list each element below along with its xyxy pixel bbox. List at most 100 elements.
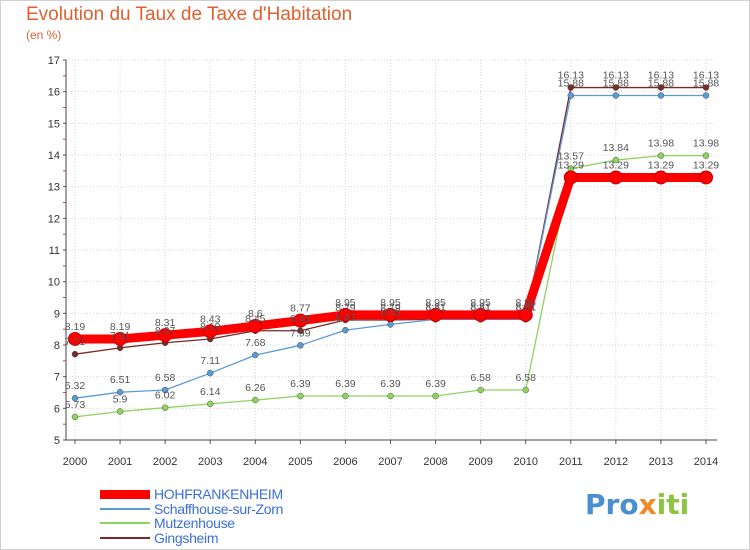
data-point <box>612 156 620 164</box>
data-point <box>383 307 398 322</box>
y-tick-label: 14 <box>48 150 60 162</box>
data-label: 6.39 <box>380 378 401 390</box>
data-point <box>161 404 169 411</box>
data-point <box>612 84 620 91</box>
data-label: 8.45 <box>245 313 266 325</box>
data-label: 8.95 <box>425 297 446 309</box>
x-tick-label: 2003 <box>198 456 222 468</box>
data-label: 6.58 <box>515 372 536 384</box>
data-label: 16.13 <box>648 70 674 82</box>
data-label: 7.68 <box>245 337 266 349</box>
y-tick-label: 16 <box>48 87 60 99</box>
logo-part-1: Pro <box>585 488 639 521</box>
data-label: 8.65 <box>380 306 401 318</box>
data-label: 16.13 <box>603 70 629 82</box>
data-label: 8.81 <box>425 301 446 313</box>
data-label: 8.31 <box>155 317 176 329</box>
data-point <box>428 307 443 322</box>
data-point <box>567 84 574 91</box>
data-label: 6.39 <box>335 378 356 390</box>
x-tick-label: 2001 <box>108 456 132 468</box>
data-point <box>342 326 349 334</box>
x-tick-label: 2004 <box>243 456 267 468</box>
legend-label: Mutzenhouse <box>154 515 235 532</box>
chart-subtitle: (en %) <box>26 28 62 42</box>
x-tick-label: 2013 <box>649 456 673 468</box>
data-label: 8.81 <box>470 301 491 313</box>
series-layer <box>68 84 713 421</box>
y-tick-label: 12 <box>48 213 60 225</box>
x-tick-label: 2011 <box>559 456 583 468</box>
data-point <box>207 400 214 408</box>
x-tick-label: 2014 <box>694 456 718 468</box>
data-point <box>342 392 349 400</box>
data-label: 7.91 <box>110 330 131 342</box>
data-point <box>248 319 263 333</box>
data-label: 6.14 <box>200 386 221 398</box>
legend-item: Schaffhouse-sur-Zorn <box>100 500 284 517</box>
data-point <box>473 307 488 322</box>
x-tick-label: 2005 <box>288 456 312 468</box>
data-label: 13.98 <box>648 138 674 150</box>
y-tick-label: 6 <box>54 403 60 415</box>
data-label: 8.81 <box>515 301 536 313</box>
data-point <box>71 413 79 421</box>
data-label: 15.88 <box>558 77 584 89</box>
legend-swatch <box>100 489 150 499</box>
data-label: 5.9 <box>113 394 128 406</box>
data-label: 8.81 <box>470 301 491 313</box>
chart-title: Evolution du Taux de Taxe d'Habitation <box>26 4 353 25</box>
y-tick-label: 9 <box>54 308 60 320</box>
data-label: 8.07 <box>155 325 176 337</box>
data-label: 8.19 <box>65 321 86 333</box>
y-tick-label: 8 <box>54 340 60 352</box>
y-tick-label: 17 <box>48 55 60 67</box>
data-point <box>338 307 353 322</box>
data-label: 13.84 <box>603 142 629 154</box>
data-label: 8.79 <box>335 302 356 314</box>
data-label: 5.73 <box>65 399 86 411</box>
data-point <box>71 350 79 358</box>
x-tick-label: 2006 <box>333 456 357 468</box>
x-tick-label: 2002 <box>153 456 177 468</box>
data-point <box>116 408 124 415</box>
data-point <box>699 170 713 185</box>
legend-item: Gingsheim <box>100 529 283 546</box>
data-point <box>297 392 304 400</box>
data-point <box>702 152 710 159</box>
data-point <box>71 395 79 402</box>
data-label: 7.71 <box>65 336 86 348</box>
data-label: 6.58 <box>470 372 491 384</box>
data-label: 8.95 <box>515 297 536 309</box>
data-label: 6.39 <box>290 378 311 390</box>
data-label: 8.19 <box>110 321 131 333</box>
data-label: 16.13 <box>693 70 719 82</box>
line-chart: 5 6 7 8 9 10 11 12 13 14 15 16 17 2000 2001 2002 2003 200… <box>48 55 720 468</box>
data-label: 8.43 <box>200 313 221 325</box>
data-label: 8.95 <box>470 297 491 309</box>
data-point <box>477 386 484 394</box>
proxiti-logo: Proxiti <box>585 488 689 521</box>
data-label: 13.57 <box>558 151 584 163</box>
data-label: 6.02 <box>155 390 176 402</box>
data-point <box>113 331 128 346</box>
data-label: 6.58 <box>155 372 176 384</box>
data-point <box>518 307 533 322</box>
data-point <box>567 92 574 99</box>
logo-part-3: iti <box>656 488 690 521</box>
data-label: 8.45 <box>290 313 311 325</box>
data-point <box>387 321 394 328</box>
x-tick-label: 2000 <box>63 456 87 468</box>
data-point <box>657 152 665 159</box>
x-tick-label: 2008 <box>423 456 447 468</box>
legend-item: HOHFRANKENHEIM <box>100 486 283 503</box>
data-label: 8.81 <box>515 301 536 313</box>
data-point <box>161 386 169 394</box>
legend-label: HOHFRANKENHEIM <box>154 486 283 503</box>
data-point <box>702 92 710 99</box>
legend-label: Gingsheim <box>154 529 219 546</box>
data-label: 7.11 <box>200 355 220 367</box>
legend-label: Schaffhouse-sur-Zorn <box>154 500 284 517</box>
data-label: 15.88 <box>648 77 674 89</box>
data-point <box>207 369 214 377</box>
